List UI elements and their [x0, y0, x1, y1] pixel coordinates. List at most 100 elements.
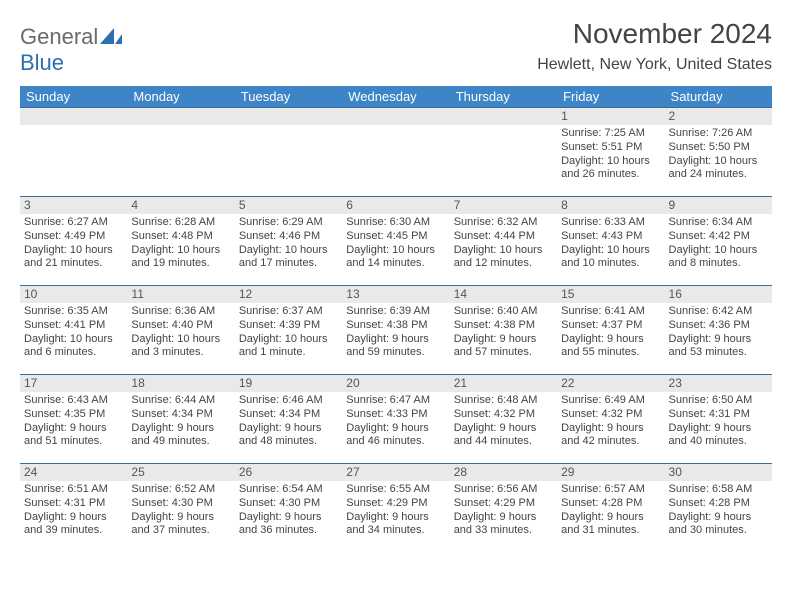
day-daylight2: and 8 minutes.: [669, 257, 768, 271]
day-daylight1: Daylight: 9 hours: [669, 422, 768, 436]
day-daylight2: and 31 minutes.: [561, 524, 660, 538]
day-cell: 9Sunrise: 6:34 AMSunset: 4:42 PMDaylight…: [665, 197, 772, 285]
day-number: 28: [450, 464, 557, 481]
day-number: 4: [127, 197, 234, 214]
week-row: 10Sunrise: 6:35 AMSunset: 4:41 PMDayligh…: [20, 285, 772, 374]
day-daylight2: and 49 minutes.: [131, 435, 230, 449]
dow-header-cell: Monday: [127, 86, 234, 107]
day-number: 1: [557, 108, 664, 125]
day-number: 23: [665, 375, 772, 392]
day-sunrise: Sunrise: 6:35 AM: [24, 305, 123, 319]
day-cell: 12Sunrise: 6:37 AMSunset: 4:39 PMDayligh…: [235, 286, 342, 374]
day-number: 19: [235, 375, 342, 392]
day-sunrise: Sunrise: 6:43 AM: [24, 394, 123, 408]
day-sunrise: Sunrise: 6:58 AM: [669, 483, 768, 497]
day-daylight1: Daylight: 10 hours: [131, 244, 230, 258]
day-number: 15: [557, 286, 664, 303]
day-daylight1: Daylight: 10 hours: [669, 155, 768, 169]
day-sunrise: Sunrise: 6:29 AM: [239, 216, 338, 230]
location-label: Hewlett, New York, United States: [537, 56, 772, 74]
day-cell: 3Sunrise: 6:27 AMSunset: 4:49 PMDaylight…: [20, 197, 127, 285]
day-daylight2: and 37 minutes.: [131, 524, 230, 538]
day-body: Sunrise: 6:28 AMSunset: 4:48 PMDaylight:…: [127, 214, 234, 275]
dow-header-cell: Thursday: [450, 86, 557, 107]
day-daylight1: Daylight: 9 hours: [346, 333, 445, 347]
day-body: Sunrise: 7:26 AMSunset: 5:50 PMDaylight:…: [665, 125, 772, 186]
day-body: [450, 125, 557, 131]
day-daylight1: Daylight: 9 hours: [454, 422, 553, 436]
dow-header-cell: Sunday: [20, 86, 127, 107]
day-sunrise: Sunrise: 6:52 AM: [131, 483, 230, 497]
day-daylight2: and 55 minutes.: [561, 346, 660, 360]
day-number: 2: [665, 108, 772, 125]
day-sunrise: Sunrise: 6:57 AM: [561, 483, 660, 497]
day-sunset: Sunset: 4:35 PM: [24, 408, 123, 422]
day-sunrise: Sunrise: 6:33 AM: [561, 216, 660, 230]
day-daylight2: and 57 minutes.: [454, 346, 553, 360]
day-daylight2: and 24 minutes.: [669, 168, 768, 182]
day-daylight2: and 3 minutes.: [131, 346, 230, 360]
dow-header-row: SundayMondayTuesdayWednesdayThursdayFrid…: [20, 86, 772, 107]
weeks-container: 1Sunrise: 7:25 AMSunset: 5:51 PMDaylight…: [20, 107, 772, 552]
day-sunset: Sunset: 4:31 PM: [669, 408, 768, 422]
day-daylight2: and 33 minutes.: [454, 524, 553, 538]
week-row: 24Sunrise: 6:51 AMSunset: 4:31 PMDayligh…: [20, 463, 772, 552]
day-number: [20, 108, 127, 125]
week-row: 3Sunrise: 6:27 AMSunset: 4:49 PMDaylight…: [20, 196, 772, 285]
day-body: [235, 125, 342, 131]
day-cell: [342, 108, 449, 196]
day-body: Sunrise: 6:41 AMSunset: 4:37 PMDaylight:…: [557, 303, 664, 364]
day-daylight2: and 21 minutes.: [24, 257, 123, 271]
month-title: November 2024: [537, 18, 772, 50]
day-number: 22: [557, 375, 664, 392]
day-cell: [450, 108, 557, 196]
day-sunset: Sunset: 4:37 PM: [561, 319, 660, 333]
day-body: Sunrise: 6:50 AMSunset: 4:31 PMDaylight:…: [665, 392, 772, 453]
day-body: Sunrise: 6:37 AMSunset: 4:39 PMDaylight:…: [235, 303, 342, 364]
day-number: 10: [20, 286, 127, 303]
day-sunset: Sunset: 4:28 PM: [561, 497, 660, 511]
logo-text: General Blue: [20, 24, 122, 76]
day-cell: 30Sunrise: 6:58 AMSunset: 4:28 PMDayligh…: [665, 464, 772, 552]
day-sunrise: Sunrise: 6:56 AM: [454, 483, 553, 497]
day-daylight1: Daylight: 9 hours: [239, 422, 338, 436]
day-sunset: Sunset: 4:31 PM: [24, 497, 123, 511]
day-daylight2: and 44 minutes.: [454, 435, 553, 449]
day-body: Sunrise: 6:57 AMSunset: 4:28 PMDaylight:…: [557, 481, 664, 542]
day-number: 5: [235, 197, 342, 214]
day-sunrise: Sunrise: 7:25 AM: [561, 127, 660, 141]
day-cell: 19Sunrise: 6:46 AMSunset: 4:34 PMDayligh…: [235, 375, 342, 463]
day-daylight1: Daylight: 9 hours: [239, 511, 338, 525]
day-sunset: Sunset: 4:38 PM: [454, 319, 553, 333]
day-sunrise: Sunrise: 6:36 AM: [131, 305, 230, 319]
day-cell: 29Sunrise: 6:57 AMSunset: 4:28 PMDayligh…: [557, 464, 664, 552]
day-daylight2: and 26 minutes.: [561, 168, 660, 182]
dow-header-cell: Saturday: [665, 86, 772, 107]
day-daylight1: Daylight: 10 hours: [239, 333, 338, 347]
day-body: Sunrise: 6:40 AMSunset: 4:38 PMDaylight:…: [450, 303, 557, 364]
day-sunset: Sunset: 4:32 PM: [561, 408, 660, 422]
day-daylight2: and 42 minutes.: [561, 435, 660, 449]
day-daylight2: and 51 minutes.: [24, 435, 123, 449]
day-sunrise: Sunrise: 6:49 AM: [561, 394, 660, 408]
day-body: Sunrise: 6:49 AMSunset: 4:32 PMDaylight:…: [557, 392, 664, 453]
day-body: Sunrise: 6:54 AMSunset: 4:30 PMDaylight:…: [235, 481, 342, 542]
day-number: 30: [665, 464, 772, 481]
day-cell: 17Sunrise: 6:43 AMSunset: 4:35 PMDayligh…: [20, 375, 127, 463]
dow-header-cell: Friday: [557, 86, 664, 107]
day-daylight2: and 46 minutes.: [346, 435, 445, 449]
day-sunset: Sunset: 4:49 PM: [24, 230, 123, 244]
day-daylight1: Daylight: 9 hours: [561, 422, 660, 436]
day-sunrise: Sunrise: 6:27 AM: [24, 216, 123, 230]
sail-icon: [100, 28, 122, 44]
day-number: 29: [557, 464, 664, 481]
day-cell: [127, 108, 234, 196]
day-body: Sunrise: 6:56 AMSunset: 4:29 PMDaylight:…: [450, 481, 557, 542]
day-sunset: Sunset: 4:34 PM: [239, 408, 338, 422]
day-number: 11: [127, 286, 234, 303]
day-cell: 28Sunrise: 6:56 AMSunset: 4:29 PMDayligh…: [450, 464, 557, 552]
day-daylight1: Daylight: 9 hours: [454, 511, 553, 525]
day-body: Sunrise: 6:43 AMSunset: 4:35 PMDaylight:…: [20, 392, 127, 453]
day-number: 9: [665, 197, 772, 214]
day-sunrise: Sunrise: 6:39 AM: [346, 305, 445, 319]
